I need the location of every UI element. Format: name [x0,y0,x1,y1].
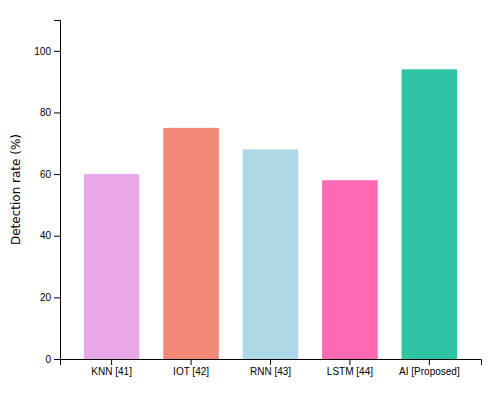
y-tick-label: 20 [40,292,52,303]
x-tick: AI [Proposed] [399,359,460,377]
x-tick-mark [191,359,192,365]
y-tick-mark [54,236,60,237]
bar [243,149,299,359]
y-tick: 100 [34,46,60,57]
x-tick-mark [270,359,271,365]
bars [84,69,457,359]
x-axis-line [61,360,482,366]
y-tick-label: 60 [40,169,52,180]
x-tick: IOT [42] [173,359,209,377]
x-tick-label: IOT [42] [173,366,209,377]
y-tick: 0 [45,354,60,365]
x-tick-mark [349,359,350,365]
y-tick: 60 [40,169,60,180]
y-tick: 40 [40,230,60,241]
x-tick-label: LSTM [44] [327,366,373,377]
y-tick: 80 [40,107,60,118]
x-tick: RNN [43] [250,359,291,377]
y-axis-line [54,21,61,360]
x-tick-label: AI [Proposed] [399,366,460,377]
x-tick: KNN [41] [91,359,132,377]
bar [163,128,219,359]
y-axis: 0 20 40 60 80 100 [34,21,60,365]
chart: 0 20 40 60 80 100 KNN [41] IOT [42] RNN [43] LSTM… [0,0,501,399]
y-tick-mark [54,51,60,52]
y-axis-title: Detection rate (%) [9,134,23,245]
y-tick-mark [54,359,60,360]
plot: 0 20 40 60 80 100 KNN [41] IOT [42] RNN [43] LSTM… [34,21,481,378]
y-tick-mark [54,112,60,113]
x-tick-mark [111,359,112,365]
y-tick-mark [54,174,60,175]
x-axis: KNN [41] IOT [42] RNN [43] LSTM [44] AI [Pro… [61,359,482,377]
bar [402,69,458,359]
y-tick-label: 100 [34,46,51,57]
x-tick: LSTM [44] [327,359,373,377]
y-tick: 20 [40,292,60,303]
y-tick-mark [54,297,60,298]
y-tick-label: 80 [40,107,52,118]
x-tick-label: RNN [43] [250,366,291,377]
bar [84,174,140,359]
x-tick-mark [429,359,430,365]
y-tick-label: 40 [40,230,52,241]
bar [322,180,378,359]
x-tick-label: KNN [41] [91,366,132,377]
y-tick-label: 0 [45,354,51,365]
